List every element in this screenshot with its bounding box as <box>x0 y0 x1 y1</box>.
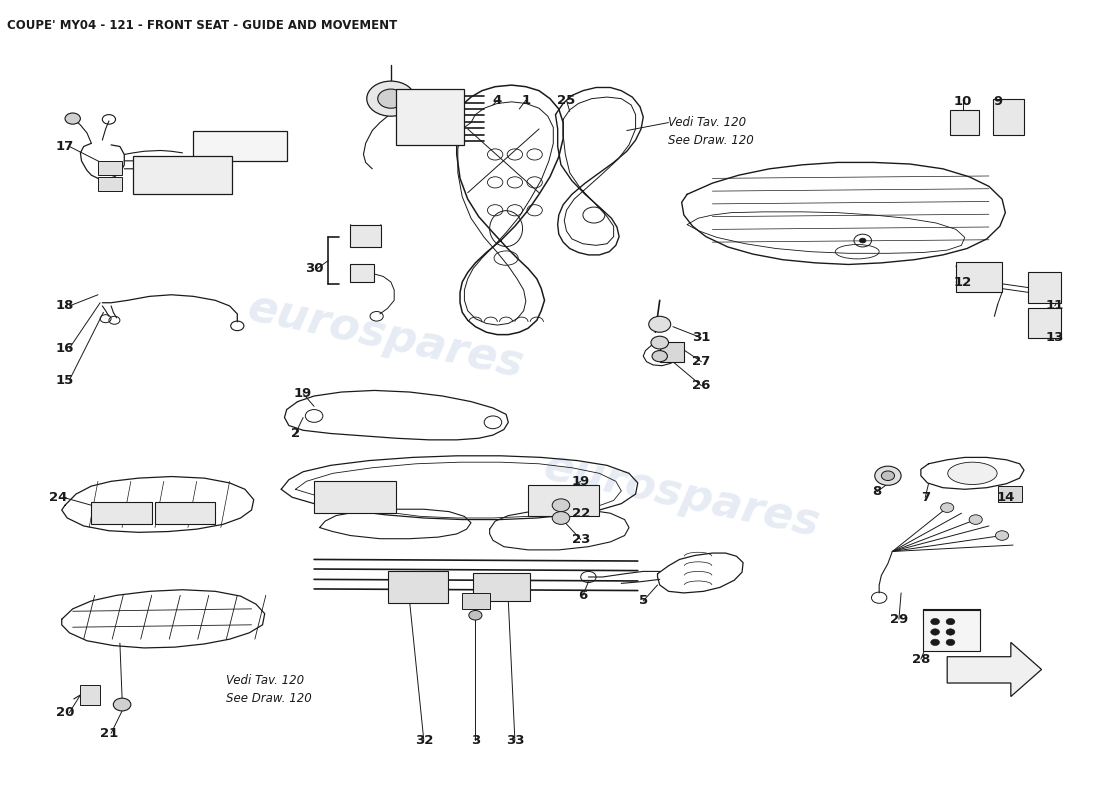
Text: 29: 29 <box>890 613 908 626</box>
Text: Vedi Tav. 120: Vedi Tav. 120 <box>227 674 305 687</box>
Text: 7: 7 <box>921 490 929 504</box>
Text: 28: 28 <box>912 653 930 666</box>
Bar <box>660 342 684 362</box>
Bar <box>462 593 490 609</box>
Text: 30: 30 <box>305 262 323 275</box>
Text: See Draw. 120: See Draw. 120 <box>227 693 312 706</box>
Bar <box>950 110 979 135</box>
Text: 11: 11 <box>1046 299 1064 313</box>
Circle shape <box>859 238 866 243</box>
Text: 23: 23 <box>572 533 590 546</box>
Circle shape <box>996 530 1009 540</box>
Bar <box>133 156 232 194</box>
Bar <box>98 177 122 191</box>
Text: COUPE' MY04 - 121 - FRONT SEAT - GUIDE AND MOVEMENT: COUPE' MY04 - 121 - FRONT SEAT - GUIDE A… <box>7 19 397 32</box>
Bar <box>155 502 216 524</box>
Text: 31: 31 <box>692 331 711 344</box>
Circle shape <box>651 336 669 349</box>
Circle shape <box>65 113 80 124</box>
Text: 27: 27 <box>692 355 711 368</box>
Circle shape <box>113 698 131 711</box>
Bar <box>98 161 122 175</box>
Bar <box>473 573 530 601</box>
Text: 22: 22 <box>572 506 590 520</box>
Bar <box>956 262 1002 292</box>
Bar <box>80 685 100 705</box>
Text: 14: 14 <box>997 490 1014 504</box>
Text: 20: 20 <box>56 706 74 719</box>
Circle shape <box>931 639 939 646</box>
Bar <box>1028 307 1062 338</box>
Text: 33: 33 <box>506 734 524 747</box>
Text: 5: 5 <box>639 594 648 607</box>
Bar <box>350 265 374 282</box>
Text: 32: 32 <box>415 734 433 747</box>
Text: 21: 21 <box>100 726 118 740</box>
Text: eurospares: eurospares <box>243 286 528 386</box>
Bar <box>993 99 1024 135</box>
Text: 18: 18 <box>56 299 74 313</box>
Text: 4: 4 <box>493 94 502 106</box>
Bar <box>1028 273 1062 302</box>
Text: 17: 17 <box>56 140 74 153</box>
Circle shape <box>969 515 982 524</box>
Text: See Draw. 120: See Draw. 120 <box>669 134 755 147</box>
Circle shape <box>377 89 404 108</box>
Circle shape <box>940 503 954 513</box>
Circle shape <box>366 81 415 116</box>
Text: 9: 9 <box>993 94 1002 107</box>
Circle shape <box>552 512 570 524</box>
Circle shape <box>552 499 570 512</box>
Text: 19: 19 <box>572 475 590 488</box>
Text: 10: 10 <box>954 94 971 107</box>
Circle shape <box>874 466 901 486</box>
Bar <box>91 502 152 524</box>
Bar <box>194 130 287 161</box>
Circle shape <box>469 610 482 620</box>
Circle shape <box>652 350 668 362</box>
Circle shape <box>649 316 671 332</box>
Text: 6: 6 <box>579 589 587 602</box>
Text: 1: 1 <box>521 94 530 106</box>
Text: 26: 26 <box>692 379 711 392</box>
Circle shape <box>946 629 955 635</box>
Text: 16: 16 <box>56 342 74 354</box>
Ellipse shape <box>948 462 997 485</box>
Circle shape <box>881 471 894 481</box>
Text: 8: 8 <box>872 485 881 498</box>
Text: 24: 24 <box>50 490 67 504</box>
Text: eurospares: eurospares <box>540 446 824 546</box>
Text: 13: 13 <box>1045 331 1064 344</box>
Circle shape <box>931 618 939 625</box>
Circle shape <box>946 618 955 625</box>
Text: 25: 25 <box>558 94 575 106</box>
Bar <box>923 610 980 651</box>
Bar <box>387 571 448 603</box>
Text: 19: 19 <box>294 387 312 400</box>
Circle shape <box>946 639 955 646</box>
Bar <box>998 486 1022 502</box>
Text: 15: 15 <box>56 374 74 386</box>
Text: 2: 2 <box>290 427 300 440</box>
Text: 12: 12 <box>954 275 971 289</box>
Bar <box>315 482 396 514</box>
Bar <box>396 89 464 145</box>
Polygon shape <box>947 642 1042 697</box>
Bar <box>350 225 381 247</box>
Text: Vedi Tav. 120: Vedi Tav. 120 <box>669 116 747 129</box>
Bar <box>528 486 600 515</box>
Circle shape <box>931 629 939 635</box>
Text: 3: 3 <box>471 734 480 747</box>
